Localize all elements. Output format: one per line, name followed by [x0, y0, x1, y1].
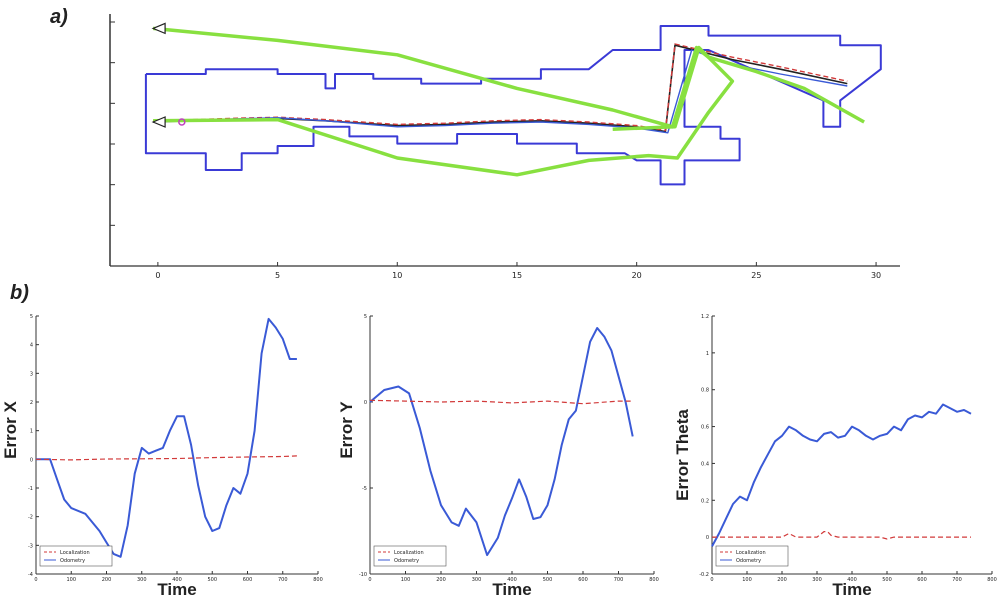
y-tick-label: -3	[28, 543, 33, 549]
x-tick-label: 600	[243, 577, 253, 583]
y-tick-label: -2	[28, 515, 33, 521]
y-axis-title: Error Theta	[673, 409, 692, 501]
y-tick-label: 0	[706, 535, 709, 541]
localization-series	[153, 43, 848, 132]
y-tick-label: 0.6	[701, 425, 709, 431]
x-tick-label: 800	[649, 577, 659, 583]
y-tick-label: -0.2	[699, 572, 709, 578]
x-tick-label: 0	[368, 577, 371, 583]
y-tick-label: 4	[30, 343, 33, 349]
x-tick-label: 400	[507, 577, 517, 583]
x-tick-label: 100	[66, 577, 76, 583]
x-tick-label: 500	[882, 577, 892, 583]
y-tick-label: 1	[30, 429, 33, 435]
legend-odometry-label: Odometry	[736, 558, 761, 564]
x-tick-label: 15	[512, 271, 522, 280]
y-tick-label: 5	[364, 314, 367, 320]
x-tick-label: 5	[275, 271, 280, 280]
localization-series-line	[369, 399, 633, 405]
legend-odometry-label: Odometry	[394, 558, 419, 564]
x-tick-label: 400	[847, 577, 857, 583]
panel-a-label: a)	[50, 6, 68, 28]
y-tick-label: 1.2	[701, 314, 709, 320]
y-tick-label: 1	[706, 351, 709, 357]
y-tick-label: 0	[30, 457, 33, 463]
map-series	[144, 25, 882, 186]
y-axis-title: Error Y	[337, 401, 356, 459]
panel-b-label: b)	[10, 282, 29, 304]
x-tick-label: 300	[472, 577, 482, 583]
start-marker	[178, 118, 186, 126]
legend-box	[373, 545, 447, 567]
legend-localization-label: Localization	[736, 550, 766, 556]
legend-localization-label: Localization	[60, 550, 90, 556]
x-tick-label: 200	[102, 577, 112, 583]
x-tick-label: 300	[812, 577, 822, 583]
x-tick-label: 100	[742, 577, 752, 583]
error-theta-chart: 0 100 200 300 400 500 600 700 800-0.200.20.40.60…	[673, 314, 997, 599]
y-tick-label: -1	[28, 486, 33, 492]
localization-series-line	[35, 455, 297, 461]
x-tick-label: 600	[578, 577, 588, 583]
legend-odometry-label: Odometry	[60, 558, 85, 564]
x-tick-label: 600	[917, 577, 927, 583]
x-axis-title: Time	[492, 580, 531, 599]
x-tick-label: 0	[155, 271, 160, 280]
x-tick-label: 800	[987, 577, 997, 583]
robot-path-arrowhead	[151, 116, 166, 128]
y-tick-label: -5	[362, 486, 367, 492]
x-axis-title: Time	[832, 580, 871, 599]
x-tick-label: 200	[777, 577, 787, 583]
error-x-chart: 0 100 200 300 400 500 600 700 800 -4 -3 -2 -1 0 1 2 3 4 5 T…	[1, 314, 323, 599]
legend-box	[39, 545, 113, 567]
odometry-series-line	[711, 403, 972, 547]
x-tick-label: 700	[278, 577, 288, 583]
y-tick-label: -10	[359, 572, 367, 578]
x-tick-label: 20	[632, 271, 642, 280]
x-tick-label: 500	[207, 577, 217, 583]
legend-localization-label: Localization	[394, 550, 424, 556]
x-tick-label: 100	[401, 577, 411, 583]
y-tick-label: 3	[30, 371, 33, 377]
x-tick-label: 700	[952, 577, 962, 583]
x-tick-label: 0	[710, 577, 713, 583]
odometry-series-line	[36, 317, 297, 558]
x-tick-label: 200	[436, 577, 446, 583]
x-tick-label: 0	[34, 577, 37, 583]
legend-box	[715, 545, 789, 567]
odometry-series-line	[369, 327, 634, 557]
y-tick-label: 0.8	[701, 388, 709, 394]
error-y-chart: 0 100 200 300 400 500 600 700 800 -10 -5 0 5 Time Erro…	[337, 314, 659, 599]
x-tick-label: 25	[751, 271, 761, 280]
x-tick-label: 400	[172, 577, 182, 583]
y-tick-label: 0	[364, 400, 367, 406]
x-tick-label: 10	[392, 271, 402, 280]
x-tick-label: 700	[614, 577, 624, 583]
trajectory-map-chart: 0 5 10 15 20 25 30	[109, 14, 900, 280]
x-tick-label: 800	[313, 577, 323, 583]
y-tick-label: 0.2	[701, 498, 709, 504]
x-tick-label: 30	[871, 271, 881, 280]
green-path-loop-series	[153, 45, 735, 177]
x-tick-label: 300	[137, 577, 147, 583]
y-tick-label: 2	[30, 400, 33, 406]
y-axis-title: Error X	[1, 401, 20, 459]
y-tick-label: -4	[28, 572, 33, 578]
localization-series-line	[712, 530, 971, 540]
x-axis-title: Time	[157, 580, 196, 599]
green-path-arrowhead	[151, 22, 166, 35]
y-tick-label: 5	[30, 314, 33, 320]
green-path-series	[152, 26, 865, 129]
y-tick-label: 0.4	[701, 461, 709, 467]
x-tick-label: 500	[543, 577, 553, 583]
